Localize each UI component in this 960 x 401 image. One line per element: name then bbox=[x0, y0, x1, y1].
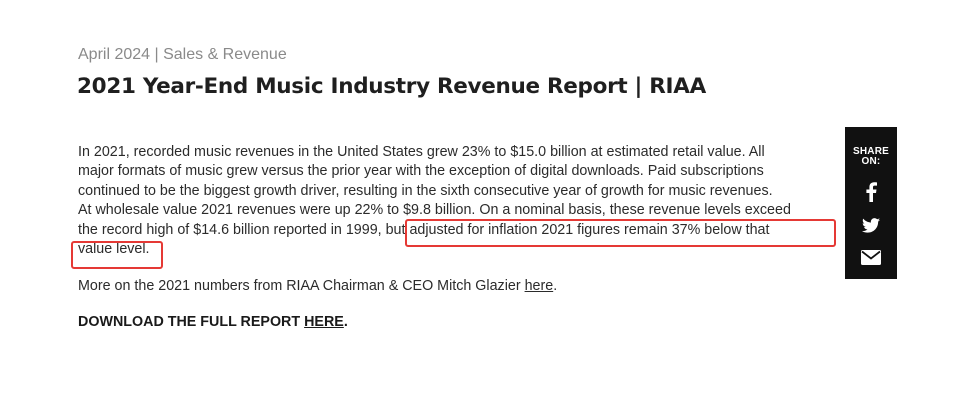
article-paragraph: In 2021, recorded music revenues in the … bbox=[78, 143, 838, 259]
paragraph-line: continued to be the biggest growth drive… bbox=[78, 182, 773, 199]
facebook-icon[interactable] bbox=[845, 181, 897, 203]
email-icon[interactable] bbox=[845, 247, 897, 267]
paragraph-line: At wholesale value 2021 revenues were up… bbox=[78, 202, 791, 219]
share-bar: SHARE ON: bbox=[845, 127, 897, 279]
paragraph-line: In 2021, recorded music revenues in the … bbox=[78, 144, 765, 160]
paragraph-line: major formats of music grew versus the p… bbox=[78, 163, 764, 180]
paragraph-line: value level. bbox=[78, 240, 838, 259]
highlighted-text: value level. bbox=[78, 241, 150, 258]
download-end: . bbox=[343, 314, 348, 330]
share-label-line: SHARE bbox=[852, 146, 889, 157]
paragraph-text: the record high of $14.6 billion reporte… bbox=[78, 221, 382, 238]
share-label: SHARE ON: bbox=[845, 147, 897, 167]
more-info-text: More on the 2021 numbers from RIAA Chair… bbox=[78, 278, 525, 294]
download-here-link[interactable]: HERE bbox=[304, 314, 344, 330]
highlighted-text: but adjusted for inflation 2021 figures … bbox=[381, 221, 770, 238]
page-title: 2021 Year-End Music Industry Revenue Rep… bbox=[77, 74, 706, 99]
more-info-line: More on the 2021 numbers from RIAA Chair… bbox=[78, 278, 557, 294]
download-report-line: DOWNLOAD THE FULL REPORT HERE. bbox=[78, 314, 348, 330]
download-text: DOWNLOAD THE FULL REPORT bbox=[78, 314, 305, 330]
article-meta: April 2024 | Sales & Revenue bbox=[78, 46, 287, 63]
paragraph-line: the record high of $14.6 billion reporte… bbox=[78, 221, 838, 240]
share-label-line: ON: bbox=[861, 156, 881, 167]
here-link[interactable]: here bbox=[524, 278, 554, 294]
twitter-icon[interactable] bbox=[845, 215, 897, 235]
more-info-end: . bbox=[553, 278, 558, 294]
